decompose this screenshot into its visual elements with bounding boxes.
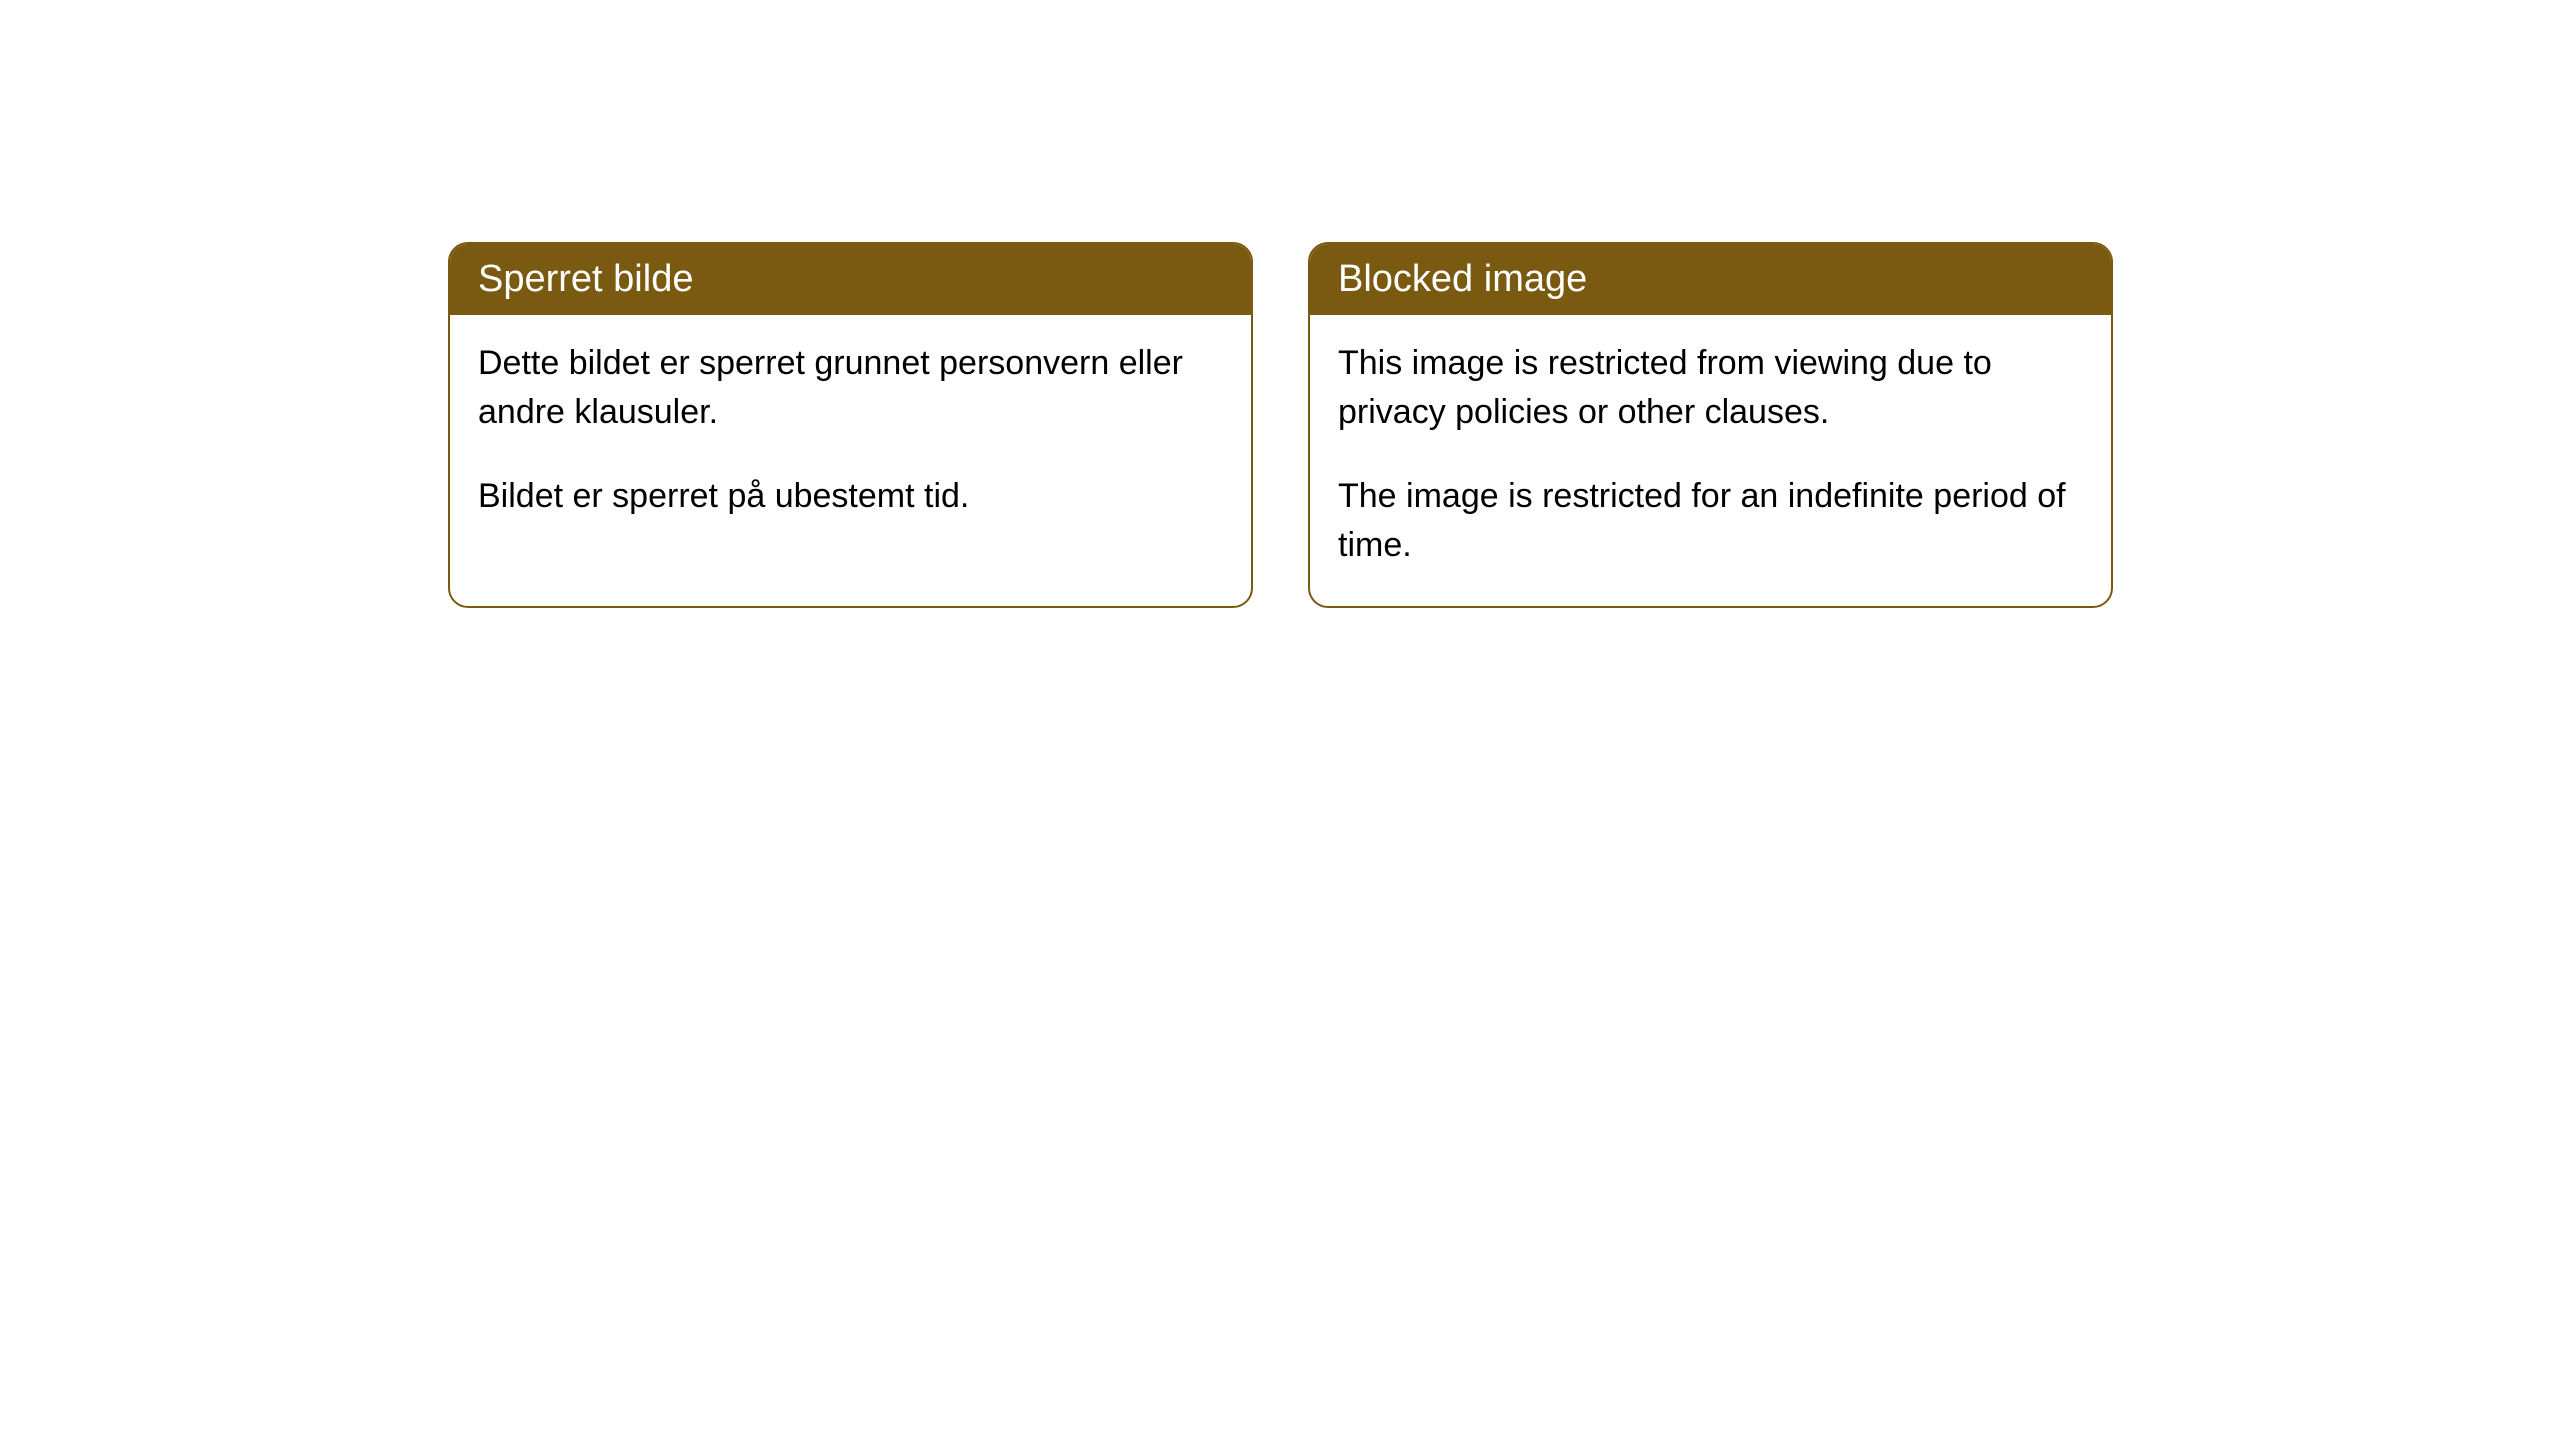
notice-cards-container: Sperret bilde Dette bildet er sperret gr…: [448, 242, 2113, 608]
card-header: Blocked image: [1310, 244, 2111, 315]
card-paragraph: Dette bildet er sperret grunnet personve…: [478, 339, 1223, 438]
card-paragraph: The image is restricted for an indefinit…: [1338, 472, 2083, 571]
card-body: This image is restricted from viewing du…: [1310, 315, 2111, 606]
notice-card-norwegian: Sperret bilde Dette bildet er sperret gr…: [448, 242, 1253, 608]
notice-card-english: Blocked image This image is restricted f…: [1308, 242, 2113, 608]
card-header: Sperret bilde: [450, 244, 1251, 315]
card-paragraph: Bildet er sperret på ubestemt tid.: [478, 472, 1223, 521]
card-body: Dette bildet er sperret grunnet personve…: [450, 315, 1251, 557]
card-title: Sperret bilde: [478, 258, 693, 300]
card-paragraph: This image is restricted from viewing du…: [1338, 339, 2083, 438]
card-title: Blocked image: [1338, 258, 1587, 300]
